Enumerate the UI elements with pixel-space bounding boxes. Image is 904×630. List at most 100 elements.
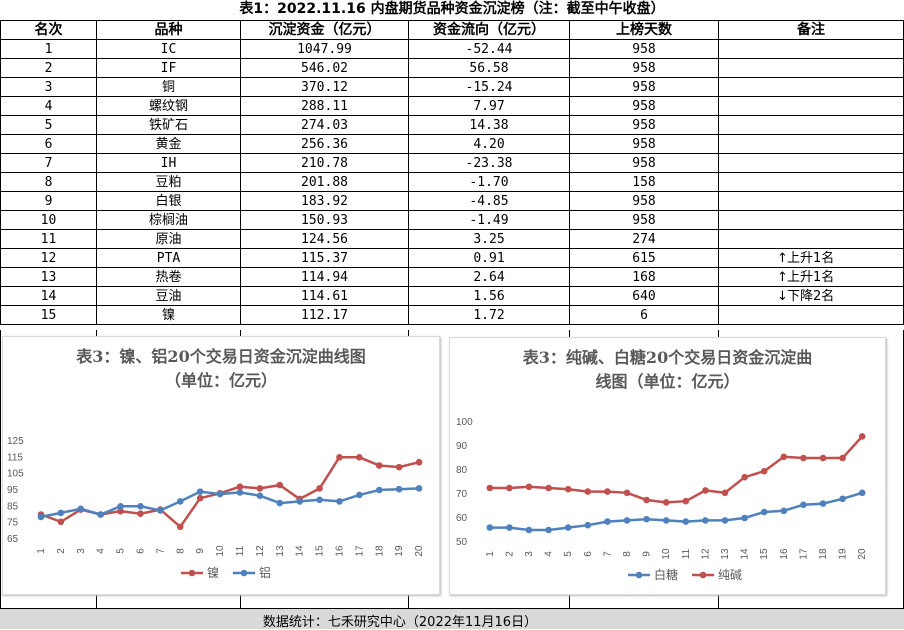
x-tick-label: 4 (96, 548, 107, 554)
rank-cell: 5 (0, 115, 97, 135)
variety-cell: IF (96, 58, 241, 78)
table-row: 15 镍 112.17 1.72 6 (0, 305, 904, 325)
variety-cell: 豆粕 (96, 172, 241, 192)
days-cell: 958 (569, 191, 719, 211)
data-point (604, 488, 611, 495)
funds-cell: 256.36 (240, 134, 409, 154)
funds-cell: 201.88 (240, 172, 409, 192)
x-tick-label: 15 (759, 548, 770, 560)
x-tick-label: 3 (76, 548, 87, 554)
table-row: 9 白银 183.92 -4.85 958 (0, 191, 904, 211)
x-tick-label: 14 (740, 548, 751, 560)
x-tick-label: 19 (838, 548, 849, 560)
y-tick-label: 100 (456, 417, 473, 428)
table-row: 14 豆油 114.61 1.56 640 ↓下降2名 (0, 286, 904, 306)
remark-cell (718, 191, 904, 211)
variety-cell: 热卷 (96, 267, 241, 287)
y-tick-label: 80 (456, 465, 468, 476)
data-point (662, 499, 670, 506)
rank-cell: 7 (0, 153, 97, 173)
legend-label: 铝 (259, 565, 271, 580)
x-tick-label: 7 (155, 548, 166, 554)
data-point (276, 481, 284, 489)
table-row: 1 IC 1047.99 -52.44 958 (0, 39, 904, 59)
rank-cell: 10 (0, 210, 97, 230)
chart1-title-line1: 表3：镍、铝20个交易日资金沉淀曲线图 (76, 347, 366, 366)
variety-cell: 黄金 (96, 134, 241, 154)
x-tick-label: 4 (544, 551, 555, 557)
funds-cell: 124.56 (240, 229, 409, 249)
data-point (57, 518, 65, 526)
series-line-1 (489, 435, 864, 504)
data-point (741, 473, 748, 481)
x-tick-label: 10 (661, 548, 672, 560)
x-tick-label: 17 (354, 545, 365, 557)
data-point (256, 485, 264, 492)
variety-cell: PTA (96, 248, 241, 268)
data-point (819, 500, 827, 507)
remark-text: 上升1名 (787, 250, 835, 266)
y-tick-label: 50 (456, 537, 468, 548)
x-tick-label: 9 (642, 551, 653, 557)
variety-cell: IH (96, 153, 241, 173)
data-point (236, 489, 244, 496)
data-point (702, 487, 709, 494)
header-variety: 品种 (96, 20, 241, 40)
days-cell: 958 (569, 96, 719, 116)
x-tick-label: 3 (524, 551, 535, 557)
data-point (525, 483, 533, 491)
x-tick-label: 6 (135, 548, 146, 554)
data-point (721, 517, 729, 524)
data-point (37, 513, 45, 521)
days-cell: 958 (569, 39, 719, 59)
remark-cell (718, 96, 904, 116)
chart2-title-line1: 表3：纯碱、白糖20个交易日资金沉淀曲 (522, 348, 813, 367)
data-point (157, 507, 164, 514)
y-tick-label: 115 (7, 452, 23, 463)
variety-cell: 白银 (96, 191, 241, 211)
data-point (545, 526, 552, 534)
x-tick-label: 20 (414, 545, 425, 557)
data-point (57, 509, 65, 517)
data-point (839, 454, 846, 462)
variety-cell: 铁矿石 (96, 115, 241, 135)
x-tick-label: 13 (275, 545, 286, 557)
y-tick-label: 85 (7, 501, 19, 512)
variety-cell: 原油 (96, 229, 241, 249)
data-point (176, 523, 184, 531)
chart1-title-line2: （单位：亿元） (164, 371, 277, 390)
x-tick-label: 12 (255, 545, 266, 557)
funds-cell: 115.37 (240, 248, 409, 268)
rank-cell: 15 (0, 305, 97, 325)
days-cell: 168 (569, 267, 719, 287)
flow-cell: 7.97 (408, 96, 570, 116)
flow-cell: 3.25 (408, 229, 570, 249)
x-tick-label: 9 (195, 548, 206, 554)
x-tick-label: 20 (857, 548, 868, 560)
flow-cell: 2.64 (408, 267, 570, 287)
data-point (506, 524, 513, 531)
y-tick-label: 95 (7, 485, 19, 496)
x-tick-label: 12 (700, 548, 711, 560)
funds-cell: 150.93 (240, 210, 409, 230)
data-point (356, 491, 363, 499)
x-tick-label: 18 (818, 548, 829, 560)
data-point (196, 494, 204, 502)
remark-cell (718, 58, 904, 78)
data-point (702, 517, 709, 524)
days-cell: 958 (569, 77, 719, 97)
footer-source: 数据统计：七禾研究中心（2022年11月16日） (262, 615, 538, 630)
rank-cell: 2 (0, 58, 97, 78)
data-point (858, 489, 866, 497)
series-line-0 (489, 491, 863, 532)
data-point (256, 492, 264, 500)
x-tick-label: 5 (563, 551, 574, 557)
variety-cell: 铜 (96, 77, 241, 97)
header-rank: 名次 (0, 20, 97, 40)
data-point (643, 515, 650, 523)
legend-marker (699, 571, 707, 579)
table-row: 6 黄金 256.36 4.20 958 (0, 134, 904, 154)
remark-cell (718, 229, 904, 249)
